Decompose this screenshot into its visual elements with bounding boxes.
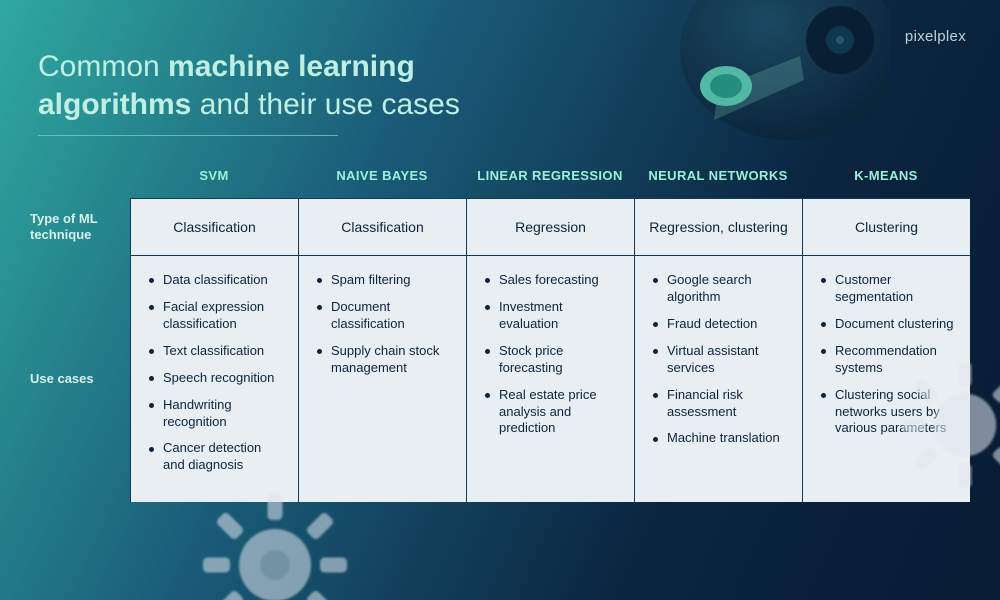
usecase-item: Recommendation systems — [821, 343, 958, 377]
brand-logo: pixelplex — [905, 28, 966, 45]
usecase-item: Document clustering — [821, 316, 958, 333]
usecases-list: Data classification Facial expression cla… — [149, 272, 286, 474]
title-text-3: and their use cases — [191, 88, 460, 121]
usecase-item: Investment evaluation — [485, 299, 622, 333]
technique-cell: Regression — [466, 198, 634, 255]
usecase-item: Text classification — [149, 343, 286, 360]
title-block: Common machine learning algorithms and t… — [38, 48, 558, 136]
usecase-item: Fraud detection — [653, 316, 790, 333]
col-header: SVM — [130, 168, 298, 198]
title-text-1: Common — [38, 50, 168, 83]
col-header: LINEAR REGRESSION — [466, 168, 634, 198]
usecases-cell: Customer segmentation Document clustering… — [802, 255, 970, 502]
usecases-list: Customer segmentation Document clustering… — [821, 272, 958, 437]
usecase-item: Stock price forecasting — [485, 343, 622, 377]
technique-cell: Classification — [130, 198, 298, 255]
gear-decoration — [200, 490, 350, 600]
page-title: Common machine learning algorithms and t… — [38, 48, 558, 123]
usecase-item: Handwriting recognition — [149, 397, 286, 431]
col-header: NEURAL NETWORKS — [634, 168, 802, 198]
usecase-item: Speech recognition — [149, 370, 286, 387]
usecase-item: Cancer detection and diagnosis — [149, 440, 286, 474]
title-bold-2: algorithms — [38, 88, 191, 121]
usecases-cell: Spam filtering Document classification Sup… — [298, 255, 466, 502]
title-bold-1: machine learning — [168, 50, 415, 83]
usecases-row: Use cases Data classification Facial expr… — [30, 255, 970, 502]
row-label-usecases: Use cases — [30, 255, 130, 502]
usecase-item: Data classification — [149, 272, 286, 289]
usecase-item: Machine translation — [653, 430, 790, 447]
usecase-item: Document classification — [317, 299, 454, 333]
technique-cell: Classification — [298, 198, 466, 255]
usecases-cell: Google search algorithm Fraud detection Vi… — [634, 255, 802, 502]
technique-row: Type of ML technique Classification Clas… — [30, 198, 970, 255]
usecase-item: Customer segmentation — [821, 272, 958, 306]
usecases-list: Sales forecasting Investment evaluation St… — [485, 272, 622, 437]
col-header: K-MEANS — [802, 168, 970, 198]
title-underline — [38, 135, 338, 136]
col-header: NAIVE BAYES — [298, 168, 466, 198]
usecase-item: Sales forecasting — [485, 272, 622, 289]
technique-cell: Regression, clustering — [634, 198, 802, 255]
algorithms-table: SVM NAIVE BAYES LINEAR REGRESSION NEURAL… — [30, 168, 970, 502]
usecases-list: Spam filtering Document classification Sup… — [317, 272, 454, 376]
usecase-item: Spam filtering — [317, 272, 454, 289]
usecases-cell: Sales forecasting Investment evaluation St… — [466, 255, 634, 502]
robot-illustration — [630, 0, 890, 160]
usecase-item: Clustering social networks users by vari… — [821, 387, 958, 438]
usecase-item: Facial expression classification — [149, 299, 286, 333]
usecase-item: Financial risk assessment — [653, 387, 790, 421]
usecases-list: Google search algorithm Fraud detection Vi… — [653, 272, 790, 447]
technique-cell: Clustering — [802, 198, 970, 255]
usecase-item: Supply chain stock management — [317, 343, 454, 377]
usecases-cell: Data classification Facial expression cla… — [130, 255, 298, 502]
row-label-technique: Type of ML technique — [30, 198, 130, 255]
header-spacer — [30, 168, 130, 198]
usecase-item: Google search algorithm — [653, 272, 790, 306]
table-header-row: SVM NAIVE BAYES LINEAR REGRESSION NEURAL… — [30, 168, 970, 198]
usecase-item: Virtual assistant services — [653, 343, 790, 377]
usecase-item: Real estate price analysis and predictio… — [485, 387, 622, 438]
